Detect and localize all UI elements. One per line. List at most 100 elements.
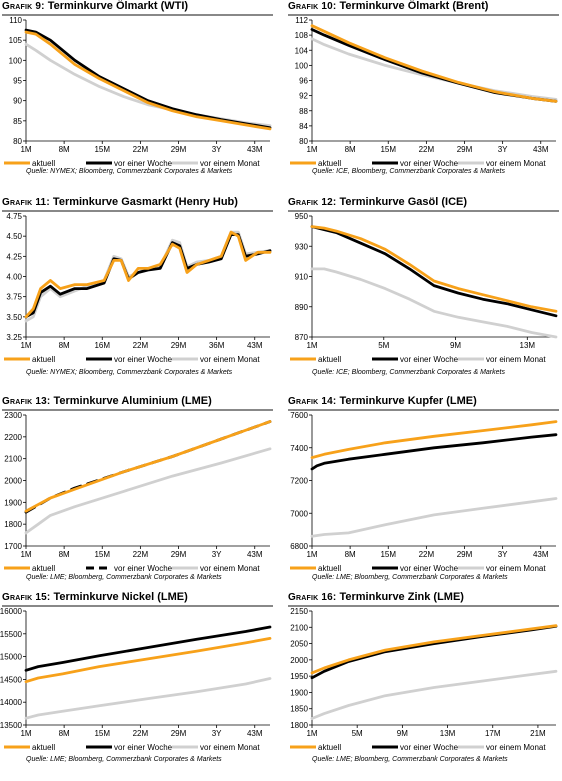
y-tick-label: 105 [9,36,23,45]
series-line-monat [310,37,558,101]
x-tick-label: 1M [20,145,31,154]
x-tick-label: 8M [59,550,70,559]
chart-panel-aluminium: Grafik 13: Terminkurve Aluminium (LME) 1… [0,395,275,585]
y-tick-label: 92 [299,92,308,101]
x-tick-label: 13M [440,729,456,738]
x-tick-label: 15M [94,145,110,154]
x-tick-label: 29M [171,729,187,738]
x-tick-label: 13M [520,341,536,350]
chart-panel-henry-hub: Grafik 11: Terminkurve Gasmarkt (Henry H… [0,196,275,386]
line-chart-henry-hub: 3.25 3.50 3.75 4.00 4.25 4.50 4.75 1M 8M 16M 22M 29… [4,212,272,364]
y-tick-label: 2100 [4,455,22,464]
series-line-aktuell [310,420,558,459]
x-tick-label: 3Y [212,550,222,559]
chart-source: Quelle: LME; Bloomberg, Commerzbank Corp… [312,574,508,581]
x-tick-label: 9M [397,729,408,738]
legend-label: aktuell [32,159,55,168]
y-tick-label: 95 [13,77,22,86]
series-line-aktuell [310,24,558,103]
y-tick-label: 1700 [4,542,22,551]
x-tick-label: 22M [419,550,435,559]
chart-panel-wti: Grafik 9: Terminkurve Ölmarkt (WTI) 80 85… [0,0,275,190]
chart-source: Quelle: NYMEX; Bloomberg, Commerzbank Co… [26,369,233,376]
title-rule [2,14,273,16]
title-rule [288,605,559,607]
chart-panel-brent: Grafik 10: Terminkurve Ölmarkt (Brent) 8… [286,0,561,190]
y-tick-label: 930 [295,242,309,251]
y-tick-label: 1800 [4,520,22,529]
y-tick-label: 1850 [290,705,308,714]
y-tick-label: 4.75 [6,212,22,221]
legend-label: vor einem Monat [486,743,546,752]
y-tick-label: 2000 [4,477,22,486]
x-tick-label: 43M [247,729,263,738]
x-tick-label: 29M [171,550,187,559]
x-tick-label: 17M [485,729,501,738]
title-rule [288,409,559,411]
series-line-monat [24,677,272,720]
x-tick-label: 21M [530,729,546,738]
chart-source: Quelle: LME; Bloomberg, Commerzbank Corp… [26,574,222,581]
x-tick-label: 43M [247,341,263,350]
x-tick-label: 5M [352,729,363,738]
x-tick-label: 1M [306,729,317,738]
y-tick-label: 950 [295,212,309,221]
legend-label: aktuell [318,355,341,364]
series-line-monat [24,447,272,535]
chart-source: Quelle: LME; Bloomberg, Commerzbank Corp… [312,756,508,763]
legend-label: vor einer Woche [114,355,173,364]
series-line-woche [310,624,558,680]
y-tick-label: 88 [299,107,308,116]
y-tick-label: 84 [299,122,308,131]
chart-panel-nickel: Grafik 15: Terminkurve Nickel (LME) 1350… [0,591,275,781]
series-line-monat [310,267,558,339]
legend-label: vor einem Monat [486,355,546,364]
x-tick-label: 3Y [498,550,508,559]
y-tick-label: 16000 [0,607,23,616]
series-line-monat [24,42,272,128]
legend-label: aktuell [32,743,55,752]
x-tick-label: 3Y [212,145,222,154]
line-chart-brent: 80 84 88 92 96 100 104 108 112 1M 8M 15M 22M 29M 3Y 43M… [290,16,558,168]
y-tick-label: 890 [295,303,309,312]
x-tick-label: 8M [345,550,356,559]
title-rule [2,409,273,411]
y-tick-label: 3.50 [6,313,22,322]
chart-panel-kupfer: Grafik 14: Terminkurve Kupfer (LME) 6800… [286,395,561,585]
legend-label: vor einem Monat [200,743,260,752]
y-tick-label: 1900 [4,498,22,507]
series-line-monat [310,669,558,720]
x-tick-label: 22M [133,729,149,738]
y-tick-label: 4.00 [6,273,22,282]
chart-title: Grafik 10: Terminkurve Ölmarkt (Brent) [288,0,489,12]
chart-title: Grafik 14: Terminkurve Kupfer (LME) [288,395,477,407]
y-tick-label: 100 [9,56,23,65]
x-tick-label: 15M [94,550,110,559]
y-tick-label: 112 [295,16,308,25]
legend-label: vor einem Monat [200,355,260,364]
line-chart-kupfer: 6800 7000 7200 7400 7600 1M 8M 15M 22M 29M 3Y 43M ak… [290,411,558,573]
chart-title: Grafik 12: Terminkurve Gasöl (ICE) [288,196,468,208]
x-tick-label: 1M [306,145,317,154]
series-line-woche [24,28,272,130]
chart-title: Grafik 9: Terminkurve Ölmarkt (WTI) [2,0,189,12]
y-tick-label: 90 [13,97,22,106]
y-tick-label: 96 [299,77,308,86]
x-tick-label: 22M [419,145,435,154]
chart-source: Quelle: NYMEX; Bloomberg, Commerzbank Co… [26,168,233,175]
x-tick-label: 15M [380,550,396,559]
x-tick-label: 43M [533,145,549,154]
series-line-aktuell [24,30,272,131]
legend-label: vor einer Woche [400,355,459,364]
series-line-aktuell [24,230,272,319]
y-tick-label: 7600 [290,411,308,420]
y-tick-label: 4.50 [6,232,22,241]
x-tick-label: 15M [380,145,396,154]
y-tick-label: 6800 [290,542,308,551]
legend-label: vor einer Woche [114,743,173,752]
y-tick-label: 15000 [0,653,23,662]
legend-label: aktuell [32,564,55,573]
y-tick-label: 1900 [290,688,308,697]
legend-label: aktuell [318,159,341,168]
y-tick-label: 110 [9,16,22,25]
